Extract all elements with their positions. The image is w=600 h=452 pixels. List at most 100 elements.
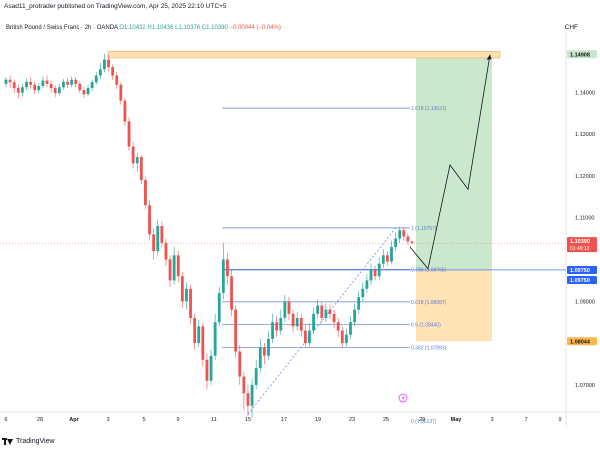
x-tick-label: 25 <box>383 417 389 423</box>
candle <box>390 240 393 264</box>
x-tick-label: May <box>451 417 463 423</box>
candle <box>406 233 410 245</box>
candle <box>172 246 176 285</box>
candle <box>189 284 192 325</box>
candle <box>8 75 12 89</box>
candle-body <box>94 75 98 83</box>
candle <box>53 85 57 98</box>
candle <box>275 315 279 337</box>
candle <box>78 81 82 94</box>
candle <box>365 274 369 293</box>
candle <box>291 309 295 333</box>
candle-body <box>25 81 28 88</box>
candle-body <box>156 226 160 252</box>
candle <box>340 326 344 348</box>
candle <box>185 282 188 310</box>
candle-body <box>168 259 172 281</box>
candle-body <box>316 305 320 314</box>
candle-body <box>86 88 90 95</box>
candle-body <box>53 88 57 94</box>
candle-body <box>357 297 361 310</box>
x-tick-label: 9 <box>558 417 561 423</box>
candle <box>135 152 139 172</box>
candle <box>279 309 283 335</box>
candle-body <box>246 393 250 406</box>
arrow-head-icon <box>486 54 492 60</box>
candle <box>115 72 119 89</box>
candle-body <box>103 59 106 70</box>
candle <box>152 228 156 260</box>
candle-body <box>148 205 151 235</box>
candle-body <box>283 301 287 319</box>
candle <box>41 76 45 89</box>
candle <box>131 141 135 169</box>
price-tag-label: 1.09750 <box>570 278 590 284</box>
candle-body <box>275 322 279 331</box>
candle-body <box>369 269 373 281</box>
candle <box>107 54 110 72</box>
candle-body <box>394 238 397 247</box>
candle-body <box>349 322 352 335</box>
fib-label: 0.618 (1.08987) <box>411 300 447 306</box>
candle-body <box>353 309 356 323</box>
candle-body <box>287 301 291 314</box>
candle <box>230 269 233 316</box>
x-tick-label: 17 <box>281 417 287 423</box>
candle <box>148 200 151 241</box>
candle-body <box>119 84 123 101</box>
candle <box>357 290 361 314</box>
resistance-band <box>107 50 501 59</box>
target-zone <box>416 54 492 270</box>
symbol-name[interactable]: British Pound / Swiss Franc · 2h · OANDA <box>6 25 118 31</box>
candle <box>271 313 274 344</box>
candle <box>209 349 213 385</box>
candle-body <box>209 355 213 381</box>
candle-body <box>308 330 311 344</box>
candle-body <box>131 146 135 164</box>
candle <box>90 79 94 91</box>
candle-body <box>21 87 24 93</box>
candle <box>394 232 397 252</box>
tradingview-footer: TradingView <box>2 434 55 448</box>
candle-body <box>385 255 389 262</box>
candle <box>197 320 201 348</box>
candle <box>86 84 90 97</box>
price-tag: 1.09750 <box>567 275 597 284</box>
candle <box>70 76 74 88</box>
candle <box>103 53 106 73</box>
price-tag: 1.14908 <box>567 50 597 59</box>
candle-body <box>205 359 209 381</box>
price-tag-label: 1.09750 <box>570 268 590 274</box>
candle-body <box>123 100 127 122</box>
price-tag-box <box>567 337 597 346</box>
candle-body <box>135 157 139 164</box>
candle <box>254 359 258 390</box>
fib-label: 1 (1.10757) <box>411 226 437 232</box>
candle-body <box>340 330 344 344</box>
candle-body <box>78 83 82 91</box>
x-tick-label: 6 <box>4 417 7 423</box>
candle <box>328 304 332 319</box>
candle-body <box>139 157 143 181</box>
candle-body <box>111 67 115 76</box>
candle <box>37 83 41 94</box>
candle <box>381 249 385 268</box>
candle-body <box>238 351 242 377</box>
ohlc-high: H1.10436 <box>147 25 174 31</box>
candle-body <box>62 81 65 88</box>
candle-body <box>381 255 385 264</box>
candle <box>258 338 262 373</box>
candle <box>234 305 238 358</box>
candle <box>12 79 16 94</box>
candle-body <box>373 269 377 277</box>
y-tick-label: 1.09000 <box>575 299 595 305</box>
candle <box>25 78 28 91</box>
price-tag-box <box>567 265 597 274</box>
candle <box>168 255 172 287</box>
candle-body <box>197 326 201 344</box>
x-tick-label: 3 <box>106 417 109 423</box>
price-tag-timer: 01:49:13 <box>570 246 590 252</box>
candle-body <box>115 75 119 85</box>
candle-body <box>176 255 180 277</box>
